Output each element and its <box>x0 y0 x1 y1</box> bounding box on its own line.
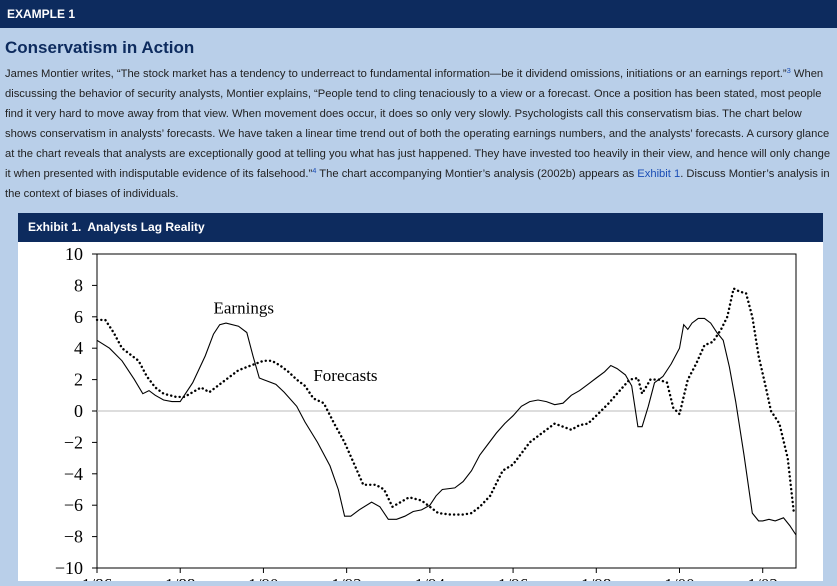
y-tick-label: 10 <box>65 244 83 264</box>
x-tick-label: 1/86 <box>82 575 112 581</box>
y-tick-label: −4 <box>64 464 83 484</box>
x-tick-label: 1/96 <box>498 575 528 581</box>
paragraph-text-4: . Discuss Montier’s analysis in the cont… <box>5 168 830 200</box>
x-tick-label: 1/02 <box>748 575 778 581</box>
y-tick-label: 4 <box>74 338 83 358</box>
body-paragraph: James Montier writes, “The stock market … <box>5 64 833 204</box>
paragraph-text-1: James Montier writes, “The stock market … <box>5 68 787 80</box>
series-label-earnings: Earnings <box>214 299 274 318</box>
y-tick-label: −10 <box>55 558 83 578</box>
x-tick-label: 1/88 <box>165 575 195 581</box>
example-header: EXAMPLE 1 <box>0 0 837 28</box>
exhibit-header: Exhibit 1. Analysts Lag Reality <box>18 213 823 242</box>
footnote-ref-3[interactable]: 3 <box>786 66 791 75</box>
exhibit-link[interactable]: Exhibit 1 <box>637 168 681 180</box>
paragraph-text-3: The chart accompanying Montier’s analysi… <box>316 168 638 180</box>
footnote-ref-4[interactable]: 4 <box>312 166 317 175</box>
x-tick-label: 1/98 <box>581 575 611 581</box>
x-tick-label: 1/00 <box>664 575 694 581</box>
y-tick-label: −8 <box>64 527 83 547</box>
series-line-forecasts <box>95 286 796 516</box>
x-tick-label: 1/92 <box>332 575 362 581</box>
paragraph-text-2: When discussing the behavior of security… <box>5 68 831 180</box>
x-tick-label: 1/90 <box>248 575 278 581</box>
exhibit-title: Analysts Lag Reality <box>87 220 205 234</box>
example-label: EXAMPLE 1 <box>7 7 76 21</box>
y-tick-label: 6 <box>74 307 83 327</box>
exhibit-number: Exhibit 1. <box>28 220 82 234</box>
y-tick-label: −2 <box>64 432 83 452</box>
line-chart: 10 8 6 4 2 0 −2 −4 −6 −8 −101/86 1/88 1/90 1/92 1/94 1/… <box>55 244 797 586</box>
y-tick-label: −6 <box>64 495 83 515</box>
exhibit-panel: Exhibit 1. Analysts Lag Reality 10 8 6 4 2 0 −2… <box>18 213 823 586</box>
y-tick-label: 8 <box>74 275 83 295</box>
y-tick-label: 2 <box>74 370 83 390</box>
section-title: Conservatism in Action <box>5 38 195 57</box>
series-label-forecasts: Forecasts <box>313 366 377 385</box>
x-tick-label: 1/94 <box>415 575 446 581</box>
y-tick-label: 0 <box>74 401 83 421</box>
series-line-earnings <box>96 317 797 536</box>
